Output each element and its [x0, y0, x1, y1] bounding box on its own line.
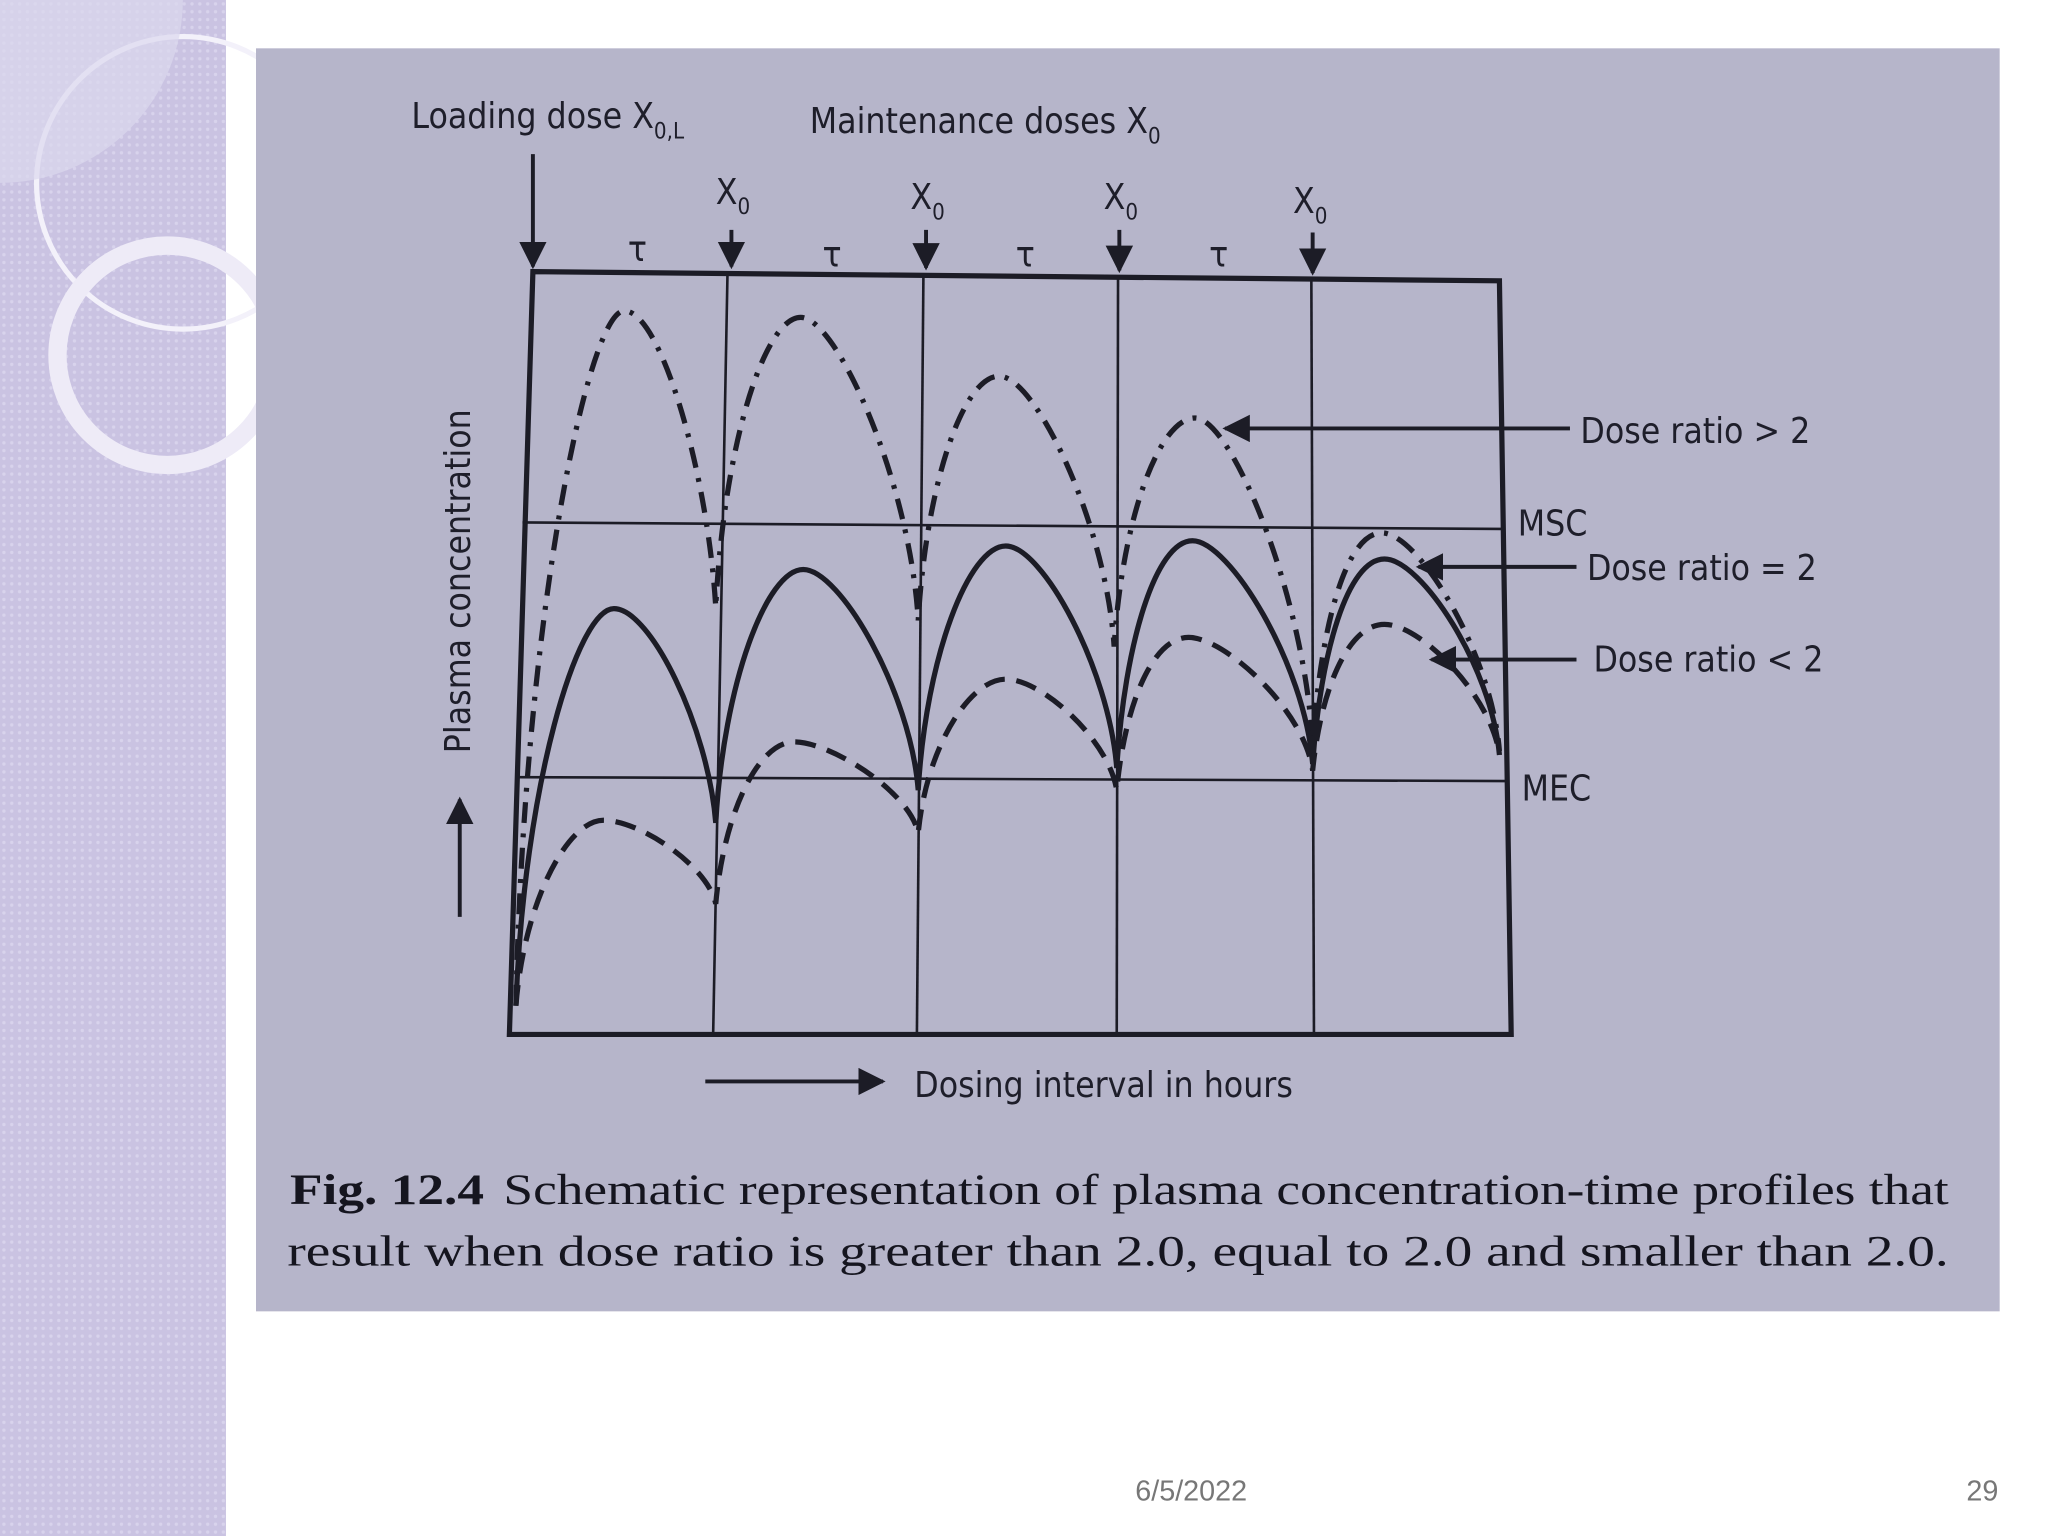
- subscript: 0: [737, 194, 750, 220]
- dose-marker-label: X0: [716, 172, 750, 220]
- figure-photo: Loading dose X0,L Maintenance doses X0 P…: [256, 48, 2000, 1312]
- label-text: X: [716, 172, 738, 213]
- label-text: Loading dose X: [411, 96, 654, 137]
- dose-arrows: [446, 154, 1577, 1096]
- interval-symbol: τ: [628, 229, 647, 270]
- curve-label: Dose ratio < 2: [1593, 639, 1823, 680]
- label-text: X: [910, 177, 932, 218]
- label-text: Maintenance doses X: [810, 101, 1148, 142]
- curve-label: Dose ratio = 2: [1587, 548, 1817, 589]
- msc-line: [522, 521, 1503, 531]
- dose-marker-label: X0: [1104, 177, 1138, 225]
- caption-text: Schematic representation of plasma conce…: [503, 1167, 1948, 1214]
- sidebar: [0, 0, 226, 1536]
- interval-lines: [517, 272, 1506, 1035]
- interval-symbol: τ: [1209, 234, 1228, 275]
- subscript: 0: [1148, 124, 1161, 150]
- subscript: 0,L: [654, 118, 685, 144]
- label-text: X: [1293, 181, 1315, 222]
- curve-label: Dose ratio > 2: [1580, 411, 1810, 452]
- corner-decoration: [0, 0, 183, 183]
- page-number: 29: [1966, 1476, 1998, 1508]
- interval-symbol: τ: [822, 234, 841, 275]
- caption-line: result when dose ratio is greater than 2…: [287, 1229, 1948, 1276]
- profile-curve: [513, 538, 1503, 1006]
- y-axis-label: Plasma concentration: [438, 409, 479, 753]
- dose-marker-label: X0: [1293, 181, 1327, 229]
- subscript: 0: [932, 199, 945, 225]
- mec-label: MEC: [1522, 769, 1592, 810]
- caption-line: Fig. 12.4 Schematic representation of pla…: [290, 1167, 1949, 1214]
- maintenance-doses-label: Maintenance doses X0: [810, 101, 1161, 149]
- label-text: X: [1104, 177, 1126, 218]
- interval-symbol: τ: [1016, 234, 1035, 275]
- footer-date: 6/5/2022: [1135, 1476, 1247, 1508]
- subscript: 0: [1125, 199, 1138, 225]
- profile-curve: [513, 621, 1503, 1006]
- dose-marker-label: X0: [910, 177, 944, 225]
- mec-line: [517, 775, 1506, 783]
- loading-dose-label: Loading dose X0,L: [411, 96, 685, 144]
- plot-frame: [506, 269, 1514, 1038]
- caption-label: Fig. 12.4: [290, 1167, 484, 1214]
- msc-label: MSC: [1518, 504, 1588, 545]
- x-axis-label: Dosing interval in hours: [914, 1065, 1293, 1106]
- subscript: 0: [1315, 203, 1328, 229]
